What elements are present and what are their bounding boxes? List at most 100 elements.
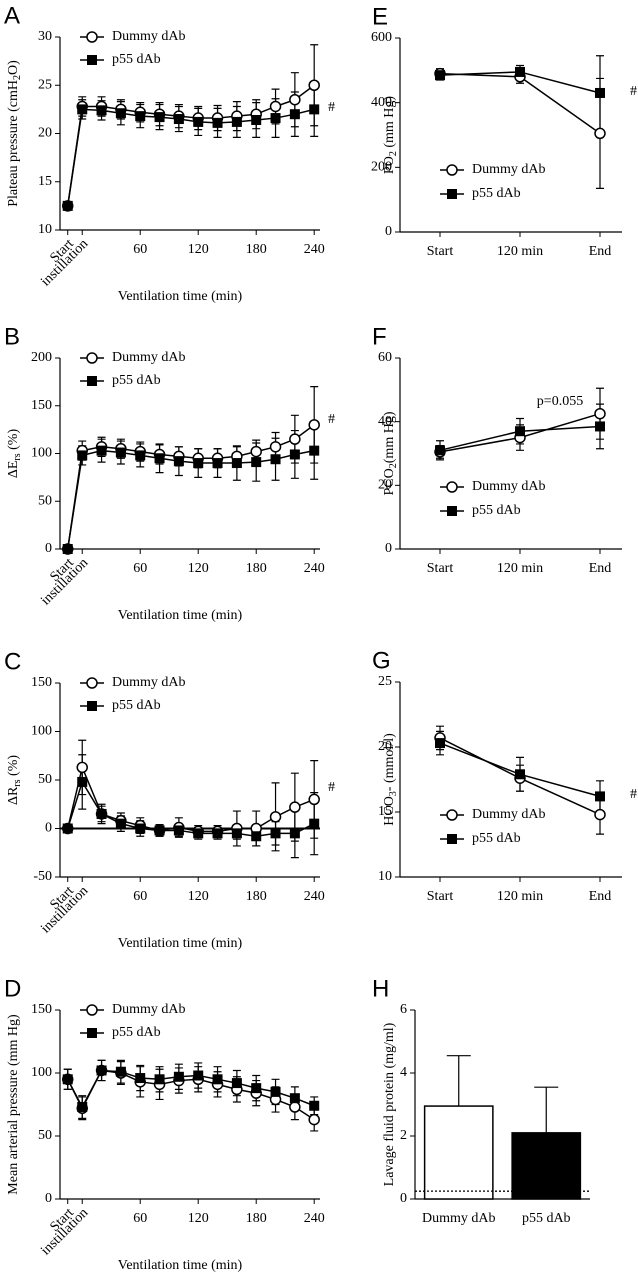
- y-axis-label: ΔRrs (%): [6, 755, 23, 805]
- marker: [250, 445, 262, 458]
- y-axis-label-part: 3: [388, 791, 399, 796]
- panel-label: C: [4, 648, 21, 675]
- marker: [289, 109, 300, 120]
- y-tick-label: 50: [38, 493, 52, 508]
- marker: [212, 1074, 223, 1085]
- y-tick-label: 0: [385, 224, 392, 239]
- panel-label: D: [4, 975, 21, 1002]
- legend-label: Dummy dAb: [112, 350, 186, 365]
- marker: [212, 458, 223, 469]
- marker: [62, 1074, 73, 1085]
- marker: [308, 419, 320, 431]
- marker: [77, 776, 88, 787]
- legend-label: p55 dAb: [112, 1025, 161, 1040]
- y-axis-label-part: PCO: [382, 468, 397, 495]
- marker: [231, 828, 242, 839]
- marker: [135, 1073, 146, 1084]
- marker: [86, 31, 98, 43]
- legend-label: Dummy dAb: [472, 479, 546, 494]
- y-axis-label-part: O): [6, 60, 21, 75]
- marker: [77, 1102, 88, 1113]
- x-tick-label: End: [589, 244, 612, 259]
- y-tick-label: 150: [31, 398, 52, 413]
- y-tick-label: 50: [38, 1128, 52, 1143]
- x-tick-label: 60: [133, 889, 147, 904]
- x-tick-label: End: [589, 561, 612, 576]
- y-tick-label: 0: [400, 1191, 407, 1206]
- marker: [289, 828, 300, 839]
- y-tick-label: 100: [31, 1065, 52, 1080]
- y-tick-label: 25: [38, 77, 52, 92]
- marker: [173, 825, 184, 836]
- marker: [96, 445, 107, 456]
- x-tick-label: 60: [133, 1211, 147, 1226]
- x-tick-label: 60: [133, 561, 147, 576]
- marker: [309, 818, 320, 829]
- marker: [115, 447, 126, 458]
- annotation: p=0.055: [537, 394, 583, 409]
- marker: [269, 100, 282, 113]
- x-tick-label: 180: [246, 1211, 267, 1226]
- y-tick-label: 30: [38, 29, 52, 44]
- y-tick-label: 25: [378, 674, 392, 689]
- y-tick-label: 200: [371, 160, 392, 175]
- marker: [193, 458, 204, 469]
- marker: [87, 701, 97, 711]
- y-tick-label: 150: [31, 1002, 52, 1017]
- y-axis-label-part: PO: [382, 156, 397, 174]
- marker: [594, 808, 606, 821]
- x-tick-label: 120: [188, 242, 209, 257]
- legend-label: Dummy dAb: [112, 29, 186, 44]
- y-axis-label-part: rs: [12, 779, 23, 786]
- marker: [435, 738, 445, 749]
- x-tick-label: p55 dAb: [522, 1211, 571, 1226]
- x-tick-label: 240: [304, 1211, 325, 1226]
- marker: [515, 66, 525, 77]
- marker: [115, 1066, 126, 1077]
- marker: [446, 809, 458, 821]
- marker: [270, 113, 281, 124]
- y-axis-label-part: (mm Hg): [382, 96, 397, 152]
- y-tick-label: 60: [378, 350, 392, 365]
- y-tick-label: 0: [45, 1191, 52, 1206]
- y-tick-label: 4: [400, 1065, 407, 1080]
- y-tick-label: 400: [371, 95, 392, 110]
- marker: [447, 189, 457, 199]
- panel-label: A: [4, 2, 20, 29]
- marker: [77, 450, 88, 461]
- legend-label: p55 dAb: [472, 831, 521, 846]
- marker: [87, 1028, 97, 1038]
- x-tick-label: 240: [304, 889, 325, 904]
- x-tick-label: 180: [246, 561, 267, 576]
- x-axis-label: Ventilation time (min): [118, 289, 243, 304]
- y-tick-label: 0: [45, 821, 52, 836]
- legend-label: Dummy dAb: [472, 162, 546, 177]
- marker: [115, 818, 126, 829]
- significance-mark: #: [328, 780, 335, 795]
- marker: [154, 1074, 165, 1085]
- marker: [308, 79, 320, 91]
- marker: [193, 828, 204, 839]
- y-tick-label: 150: [31, 675, 52, 690]
- y-tick-label: 50: [38, 772, 52, 787]
- x-tick-label: 120: [188, 1211, 209, 1226]
- x-tick-label: 120: [188, 889, 209, 904]
- marker: [251, 457, 262, 468]
- marker: [447, 506, 457, 516]
- marker: [309, 445, 320, 456]
- legend-label: Dummy dAb: [112, 675, 186, 690]
- marker: [289, 449, 300, 460]
- marker: [96, 1065, 107, 1076]
- y-tick-label: 10: [38, 222, 52, 237]
- y-axis-label: Plateau pressure (cmH2O): [6, 60, 23, 207]
- line: [66, 449, 315, 550]
- y-axis-label-part: Lavage fluid protein (mg/ml): [382, 1022, 397, 1186]
- marker: [435, 445, 445, 456]
- marker: [212, 828, 223, 839]
- legend-label: p55 dAb: [112, 373, 161, 388]
- panel-label: B: [4, 323, 20, 350]
- marker: [309, 104, 320, 115]
- x-tick-label: 120 min: [497, 889, 543, 904]
- marker: [269, 441, 282, 453]
